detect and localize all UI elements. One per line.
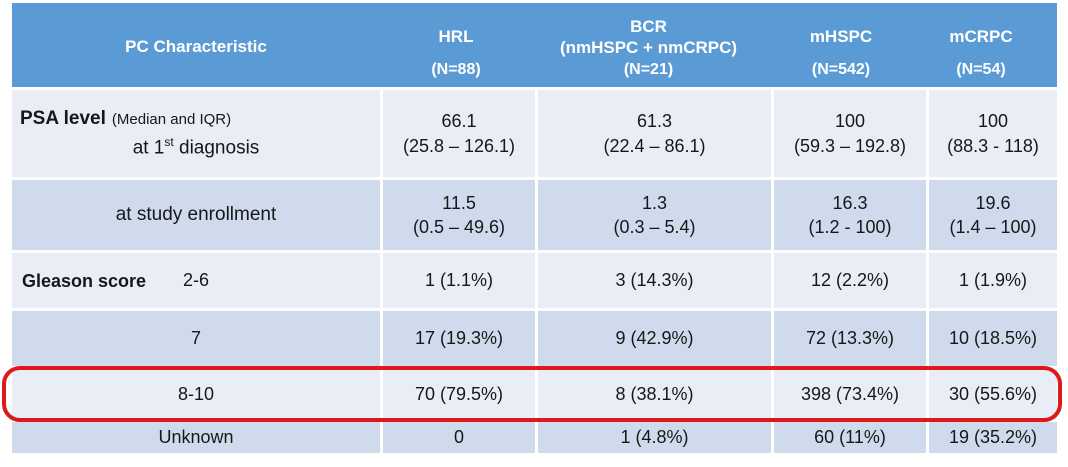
cell-gleason-2-6-bcr: 3 (14.3%) <box>538 253 771 308</box>
median-value: 1.3 <box>641 192 668 213</box>
mcrpc-group-name: mCRPC <box>949 14 1012 60</box>
median-value: 19.6 <box>975 192 1011 213</box>
iqr-range: (0.3 – 5.4) <box>613 217 696 237</box>
mhspc-name: mHSPC <box>809 27 873 47</box>
table-row-gleason-unknown: Unknown 0 1 (4.8%) 60 (11%) 19 (35.2%) <box>12 422 1057 453</box>
cell-gleason-8-10-bcr: 8 (38.1%) <box>538 369 771 419</box>
cell-psa-diagnosis-bcr: 61.3 (22.4 – 86.1) <box>538 90 771 177</box>
table-row-gleason-2-6: Gleason score 2-6 1 (1.1%) 3 (14.3%) 12 … <box>12 253 1057 308</box>
cell-enrollment-mhspc: 16.3 (1.2 - 100) <box>774 180 926 250</box>
iqr-range: (1.2 - 100) <box>808 217 892 237</box>
cell-unknown-mhspc: 60 (11%) <box>774 422 926 453</box>
row-label-gleason-7: 7 <box>12 311 380 366</box>
pc-characteristics-table: PC Characteristic HRL (N=88) BCR (nmHSPC… <box>12 3 1057 453</box>
cell-gleason-7-hrl: 17 (19.3%) <box>383 311 535 366</box>
cell-gleason-2-6-mcrpc: 1 (1.9%) <box>929 253 1057 308</box>
median-value: 16.3 <box>832 192 868 213</box>
column-header-mcrpc: mCRPC (N=54) <box>917 3 1045 87</box>
table-row-gleason-7: 7 17 (19.3%) 9 (42.9%) 72 (13.3%) 10 (18… <box>12 311 1057 366</box>
table-row-psa-diagnosis: PSA level (Median and IQR) at 1st diagnos… <box>12 90 1057 177</box>
gleason-2-6-sublabel: 2-6 <box>182 270 209 291</box>
mcrpc-n-count: (N=54) <box>956 60 1006 78</box>
hrl-name: HRL <box>438 27 474 47</box>
table-row-psa-enrollment: at study enrollment 11.5 (0.5 – 49.6) 1.… <box>12 180 1057 250</box>
median-value: 66.1 <box>441 111 477 132</box>
diagnosis-text-pre: at 1 <box>132 137 165 159</box>
cell-psa-diagnosis-mcrpc: 100 (88.3 - 118) <box>929 90 1057 177</box>
cell-enrollment-hrl: 11.5 (0.5 – 49.6) <box>383 180 535 250</box>
cell-unknown-hrl: 0 <box>383 422 535 453</box>
cell-gleason-7-mcrpc: 10 (18.5%) <box>929 311 1057 366</box>
mcrpc-name: mCRPC <box>949 27 1013 47</box>
iqr-range: (1.4 – 100) <box>949 217 1037 237</box>
bcr-subname: (nmHSPC + nmCRPC) <box>559 37 738 57</box>
hrl-group-name: HRL <box>439 14 474 60</box>
row-label-study-enrollment: at study enrollment <box>12 180 380 250</box>
median-value: 11.5 <box>442 192 476 213</box>
cell-gleason-8-10-hrl: 70 (79.5%) <box>383 369 535 419</box>
row-label-gleason-2-6: Gleason score 2-6 <box>12 253 380 308</box>
bcr-n-count: (N=21) <box>623 60 674 78</box>
column-header-pc-characteristic: PC Characteristic <box>12 3 380 87</box>
row-label-gleason-unknown: Unknown <box>12 422 380 453</box>
bcr-group-name: BCR (nmHSPC + nmCRPC) <box>560 14 737 60</box>
cell-gleason-8-10-mhspc: 398 (73.4%) <box>774 369 926 419</box>
psa-level-heading: PSA level (Median and IQR) <box>12 106 380 131</box>
median-value: 100 <box>834 111 866 132</box>
psa-level-note: (Median and IQR) <box>111 111 232 129</box>
cell-unknown-mcrpc: 19 (35.2%) <box>929 422 1057 453</box>
diagnosis-superscript: st <box>164 134 174 149</box>
iqr-range: (88.3 - 118) <box>947 135 1039 156</box>
column-header-mhspc: mHSPC (N=542) <box>765 3 917 87</box>
at-first-diagnosis-label: at 1st diagnosis <box>12 134 380 161</box>
table-header-row: PC Characteristic HRL (N=88) BCR (nmHSPC… <box>12 3 1057 87</box>
mhspc-n-count: (N=542) <box>811 60 871 78</box>
cell-gleason-7-mhspc: 72 (13.3%) <box>774 311 926 366</box>
cell-gleason-8-10-mcrpc: 30 (55.6%) <box>929 369 1057 419</box>
median-value: 100 <box>977 111 1009 132</box>
cell-unknown-bcr: 1 (4.8%) <box>538 422 771 453</box>
column-header-bcr: BCR (nmHSPC + nmCRPC) (N=21) <box>532 3 765 87</box>
gleason-score-bold-label: Gleason score <box>22 270 147 291</box>
pc-characteristic-label: PC Characteristic <box>125 36 267 56</box>
cell-psa-diagnosis-mhspc: 100 (59.3 – 192.8) <box>774 90 926 177</box>
cell-gleason-2-6-mhspc: 12 (2.2%) <box>774 253 926 308</box>
cell-enrollment-mcrpc: 19.6 (1.4 – 100) <box>929 180 1057 250</box>
mhspc-group-name: mHSPC <box>810 14 872 60</box>
iqr-range: (25.8 – 126.1) <box>402 135 516 156</box>
psa-level-bold-label: PSA level <box>20 108 106 130</box>
bcr-name: BCR <box>630 16 667 36</box>
column-header-hrl: HRL (N=88) <box>380 3 532 87</box>
row-label-gleason-8-10: 8-10 <box>12 369 380 419</box>
hrl-n-count: (N=88) <box>431 60 481 78</box>
cell-gleason-2-6-hrl: 1 (1.1%) <box>383 253 535 308</box>
cell-gleason-7-bcr: 9 (42.9%) <box>538 311 771 366</box>
cell-psa-diagnosis-hrl: 66.1 (25.8 – 126.1) <box>383 90 535 177</box>
iqr-range: (0.5 – 49.6) <box>412 217 506 237</box>
median-value: 61.3 <box>636 111 673 132</box>
iqr-range: (22.4 – 86.1) <box>603 135 706 156</box>
table-row-gleason-8-10: 8-10 70 (79.5%) 8 (38.1%) 398 (73.4%) 30… <box>12 369 1057 419</box>
row-label-psa-diagnosis: PSA level (Median and IQR) at 1st diagnos… <box>12 90 380 177</box>
cell-enrollment-bcr: 1.3 (0.3 – 5.4) <box>538 180 771 250</box>
iqr-range: (59.3 – 192.8) <box>793 135 907 156</box>
diagnosis-text-post: diagnosis <box>173 137 260 159</box>
